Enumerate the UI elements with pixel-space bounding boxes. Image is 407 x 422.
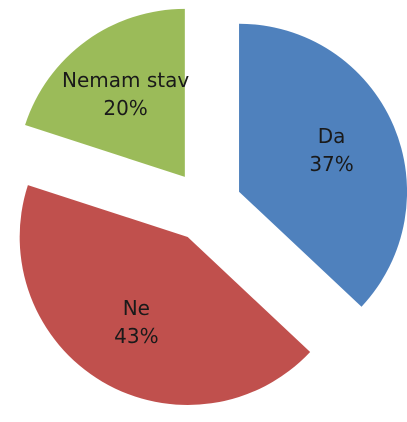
pie-slice: [19, 185, 311, 405]
slice-value-label: 37%: [309, 152, 353, 176]
slice-value-label: 20%: [103, 96, 147, 120]
slice-value-label: 43%: [114, 324, 158, 348]
pie-slice: [239, 23, 407, 307]
slice-category-label: Nemam stav: [62, 68, 189, 92]
slice-category-label: Da: [318, 124, 346, 148]
pie-slice: [25, 8, 185, 177]
slice-category-label: Ne: [123, 296, 150, 320]
